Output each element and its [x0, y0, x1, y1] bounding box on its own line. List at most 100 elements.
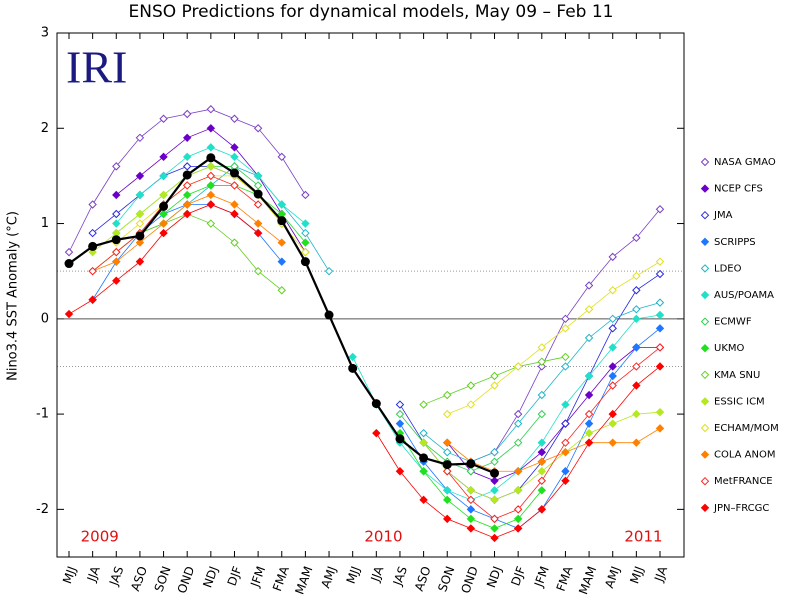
run-marker: [301, 190, 310, 200]
run-marker: [584, 390, 594, 400]
observed-marker: [371, 399, 381, 409]
legend-label: KMA SNU: [714, 370, 760, 381]
run-marker: [490, 371, 499, 381]
observed-marker: [229, 168, 239, 178]
legend-label: ECMWF: [714, 317, 752, 328]
run-marker: [277, 200, 286, 209]
run-line: [447, 261, 661, 415]
run-marker: [301, 228, 310, 238]
legend-marker: [700, 370, 710, 380]
run-marker: [561, 476, 570, 485]
run-marker: [135, 171, 145, 181]
y-tick-label: 0: [41, 311, 49, 326]
run-marker: [561, 400, 570, 409]
run-marker: [490, 514, 499, 524]
run-marker: [513, 438, 523, 447]
run-marker: [537, 390, 547, 400]
legend-label: UKMO: [714, 343, 745, 354]
run-marker: [608, 438, 617, 447]
run-marker: [135, 238, 145, 247]
run-marker: [324, 266, 334, 276]
legend-label: SCRIPPS: [714, 237, 756, 248]
run-marker: [88, 266, 97, 276]
x-tick-label: JAS: [106, 564, 126, 588]
run-marker: [584, 419, 594, 428]
run-marker: [537, 438, 547, 447]
run-marker: [253, 266, 263, 276]
run-marker: [182, 209, 192, 219]
legend-marker: [700, 237, 710, 247]
run-line: [446, 428, 661, 472]
run-marker: [230, 238, 239, 247]
run-marker: [443, 486, 452, 495]
run-marker: [253, 171, 263, 181]
run-marker: [159, 228, 168, 238]
observed-marker: [182, 170, 192, 180]
legend-label: MetFRANCE: [714, 476, 773, 487]
run-marker: [395, 419, 405, 428]
run-marker: [632, 438, 641, 447]
run-marker: [112, 162, 121, 171]
legend-marker: [700, 423, 710, 433]
run-marker: [182, 190, 192, 200]
run-marker: [419, 400, 428, 409]
run-marker: [513, 486, 523, 495]
run-marker: [206, 124, 216, 133]
run-marker: [608, 362, 617, 371]
run-marker: [395, 409, 405, 419]
run-marker: [490, 447, 499, 457]
run-marker: [206, 171, 216, 181]
run-marker: [490, 476, 499, 485]
run-marker: [277, 238, 286, 247]
legend-label: ECHAM/MOM: [714, 423, 779, 434]
observed-marker: [135, 231, 145, 241]
observed-marker: [206, 153, 216, 163]
run-marker: [135, 257, 145, 266]
run-marker: [466, 486, 476, 495]
legend-label: JMA: [713, 210, 733, 221]
run-marker: [584, 305, 594, 314]
run-marker: [253, 181, 263, 190]
run-marker: [230, 181, 239, 190]
run-marker: [537, 505, 547, 514]
run-marker: [513, 524, 523, 533]
run-marker: [584, 409, 594, 419]
run-marker: [655, 269, 665, 279]
run-marker: [253, 228, 263, 238]
run-marker: [135, 133, 145, 143]
run-marker: [466, 400, 476, 409]
legend-marker: [700, 343, 710, 353]
legend-label: JPN–FRCGC: [713, 503, 769, 514]
run-marker: [561, 438, 570, 447]
year-label: 2010: [364, 528, 402, 546]
run-marker: [490, 457, 499, 466]
run-marker: [513, 505, 523, 514]
run-marker: [655, 407, 665, 417]
run-marker: [277, 152, 286, 162]
x-tick-label: JAS: [390, 564, 410, 588]
run-marker: [230, 209, 239, 219]
run-marker: [301, 247, 310, 257]
run-marker: [490, 533, 499, 543]
run-marker: [112, 219, 121, 228]
run-line: [446, 347, 660, 482]
run-marker: [608, 314, 617, 324]
run-marker: [301, 238, 310, 247]
legend-marker: [700, 264, 710, 273]
run-marker: [443, 409, 452, 419]
y-axis-label: Nino3.4 SST Anomaly (°C): [6, 211, 21, 381]
observed-marker: [442, 460, 452, 470]
run-marker: [206, 200, 216, 209]
run-marker: [655, 310, 665, 320]
run-marker: [88, 200, 97, 209]
run-marker: [182, 152, 192, 162]
y-tick-label: 2: [41, 121, 49, 136]
run-marker: [112, 209, 121, 219]
observed-marker: [324, 310, 334, 320]
y-tick-label: -1: [36, 407, 49, 422]
run-marker: [277, 257, 286, 266]
run-marker: [584, 333, 594, 343]
legend-label: NASA GMAO: [714, 157, 776, 168]
run-marker: [159, 171, 168, 181]
